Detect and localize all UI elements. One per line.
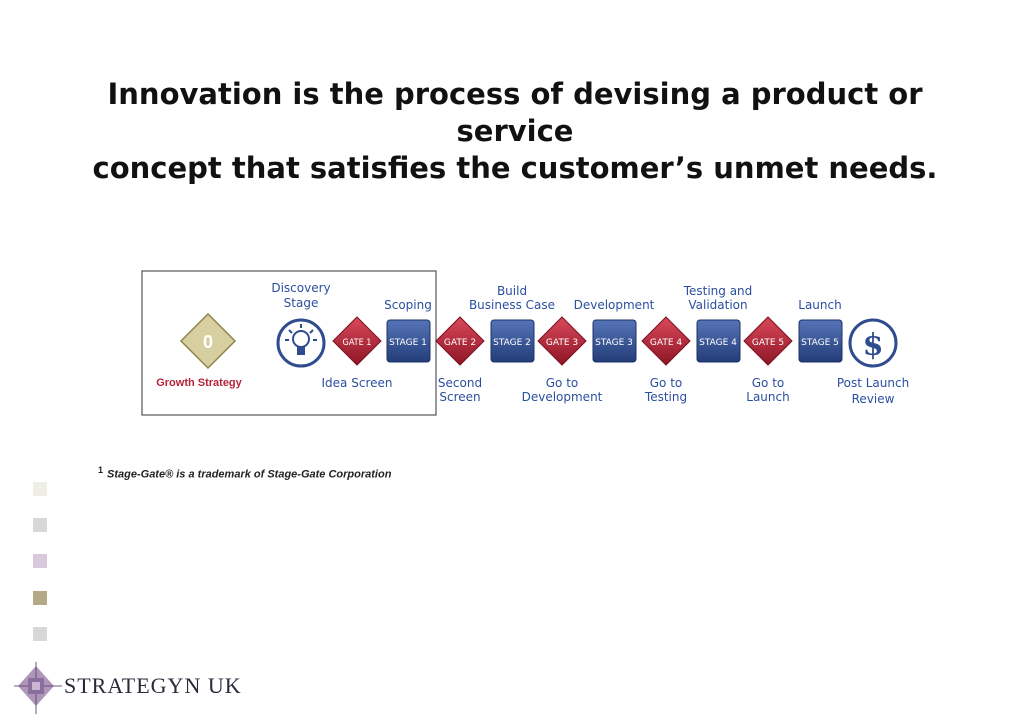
stage-4-label: STAGE 4 xyxy=(699,338,737,348)
gate-2-diamond xyxy=(435,316,485,366)
stage-3: Development STAGE 3 xyxy=(574,298,655,363)
stage-5: Launch STAGE 5 xyxy=(798,298,843,363)
lightbulb-icon xyxy=(276,318,326,368)
headline-line-2: concept that satisfies the customer’s un… xyxy=(92,151,938,185)
gate-0-caption: Growth Strategy xyxy=(156,377,242,389)
review-caption-line-2: Review xyxy=(852,392,895,406)
gate-3-label: GATE 3 xyxy=(546,338,578,348)
gate-3-caption-line-1: Go to xyxy=(546,376,579,390)
gate-5: GATE 5 Go to Launch xyxy=(743,316,793,404)
gate-1-diamond xyxy=(332,316,382,366)
stage-3-title-line-1: Development xyxy=(574,298,655,312)
stage-1-label: STAGE 1 xyxy=(389,338,427,348)
gate-5-label: GATE 5 xyxy=(752,338,784,348)
stage-4-title-line-1: Testing and xyxy=(683,284,753,298)
post-launch-review: $ Post Launch Review xyxy=(837,318,909,406)
gate-3-diamond xyxy=(537,316,587,366)
stage-2: Build Business Case STAGE 2 xyxy=(469,284,555,363)
headline: Innovation is the process of devising a … xyxy=(60,76,970,187)
stage-2-title-line-1: Build xyxy=(497,284,527,298)
gate-2-label: GATE 2 xyxy=(444,338,476,348)
headline-line-1: Innovation is the process of devising a … xyxy=(107,77,923,148)
strategyn-logo-icon xyxy=(14,662,62,714)
gate-1-caption-line-1: Idea Screen xyxy=(322,376,393,390)
stage-4-title-line-2: Validation xyxy=(688,298,747,312)
discovery-stage: Discovery Stage xyxy=(271,281,331,368)
footnote-marker: 1 xyxy=(98,465,104,475)
decor-square-3 xyxy=(33,554,47,568)
gate-1: GATE 1 Idea Screen xyxy=(322,316,393,390)
decor-square-5 xyxy=(33,627,47,641)
review-symbol: $ xyxy=(863,328,884,363)
stage-3-box xyxy=(592,319,637,363)
gate-3-caption-line-2: Development xyxy=(522,390,603,404)
footnote-text: Stage-Gate® is a trademark of Stage-Gate… xyxy=(107,468,392,481)
gate-4-caption-line-2: Testing xyxy=(644,390,687,404)
gate-3: GATE 3 Go to Development xyxy=(522,316,603,404)
gate-5-caption-line-1: Go to xyxy=(752,376,785,390)
stage-2-label: STAGE 2 xyxy=(493,338,531,348)
gate-4-caption-line-1: Go to xyxy=(650,376,683,390)
gate-5-diamond xyxy=(743,316,793,366)
stage-2-title-line-2: Business Case xyxy=(469,298,555,312)
decor-square-2 xyxy=(33,518,47,532)
stage-3-label: STAGE 3 xyxy=(595,338,633,348)
stage-1: Scoping STAGE 1 xyxy=(384,298,432,363)
gate-2-caption-line-1: Second xyxy=(438,376,482,390)
decor-square-4 xyxy=(33,591,47,605)
gate-0: 0 Growth Strategy xyxy=(156,312,243,389)
dollar-icon xyxy=(848,318,898,368)
gate-4-diamond xyxy=(641,316,691,366)
stage-4-box xyxy=(696,319,741,363)
gate-4: GATE 4 Go to Testing xyxy=(641,316,691,404)
gate-0-label: 0 xyxy=(203,332,213,352)
review-caption-line-1: Post Launch xyxy=(837,376,909,390)
gate-4-label: GATE 4 xyxy=(650,338,682,348)
stage-5-title-line-1: Launch xyxy=(798,298,841,312)
stage-5-box xyxy=(798,319,843,363)
stage-2-box xyxy=(490,319,535,363)
stage-5-label: STAGE 5 xyxy=(801,338,839,348)
stage-4: Testing and Validation STAGE 4 xyxy=(683,284,753,363)
decor-square-1 xyxy=(33,482,47,496)
gate-5-caption-line-2: Launch xyxy=(746,390,789,404)
discovery-title-line-2: Stage xyxy=(284,296,319,310)
gate-1-label: GATE 1 xyxy=(343,338,372,348)
gate-0-diamond xyxy=(179,312,237,370)
brand-name: STRATEGYN UK xyxy=(64,673,242,698)
gate-2-caption-line-2: Screen xyxy=(439,390,480,404)
stage-1-title-line-1: Scoping xyxy=(384,298,432,312)
discovery-title-line-1: Discovery xyxy=(271,281,330,295)
gate-2: GATE 2 Second Screen xyxy=(435,316,485,404)
discovery-frame xyxy=(141,270,437,416)
stage-1-box xyxy=(386,319,431,363)
footnote: 1 Stage-Gate® is a trademark of Stage-Gat… xyxy=(98,465,391,481)
